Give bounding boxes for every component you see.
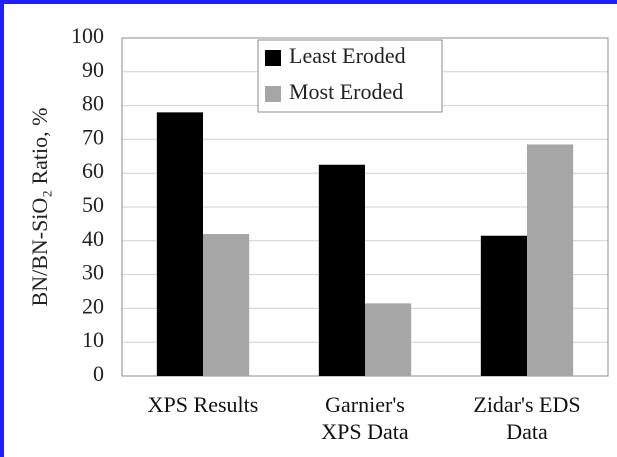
legend-label: Least Eroded (289, 43, 406, 68)
y-tick-label: 0 (93, 361, 104, 386)
x-tick-label: Zidar's EDS Data (473, 392, 581, 444)
bar (527, 144, 574, 376)
legend-label: Most Eroded (289, 79, 403, 104)
y-tick-label: 60 (82, 158, 104, 183)
y-axis-label: BN/BN-SiO₂ Ratio, % (27, 108, 52, 307)
x-tick-label: Garnier's XPS Data (321, 392, 409, 444)
y-tick-label: 50 (82, 192, 104, 217)
y-tick-label: 100 (71, 23, 104, 48)
bar (156, 112, 203, 377)
y-tick-label: 40 (82, 226, 104, 251)
y-tick-label: 20 (82, 293, 104, 318)
bar (480, 235, 527, 376)
bar (318, 164, 365, 376)
legend-box (257, 39, 443, 113)
y-tick-label: 70 (82, 124, 104, 149)
y-tick-label: 80 (82, 91, 104, 116)
legend-swatch (265, 50, 281, 66)
bar (365, 303, 412, 376)
x-tick-label: XPS Results (147, 392, 259, 417)
y-tick-label: 90 (82, 57, 104, 82)
y-tick-label: 10 (82, 327, 104, 352)
y-tick-label: 30 (82, 260, 104, 285)
bar (203, 234, 250, 376)
legend-swatch (265, 86, 281, 102)
